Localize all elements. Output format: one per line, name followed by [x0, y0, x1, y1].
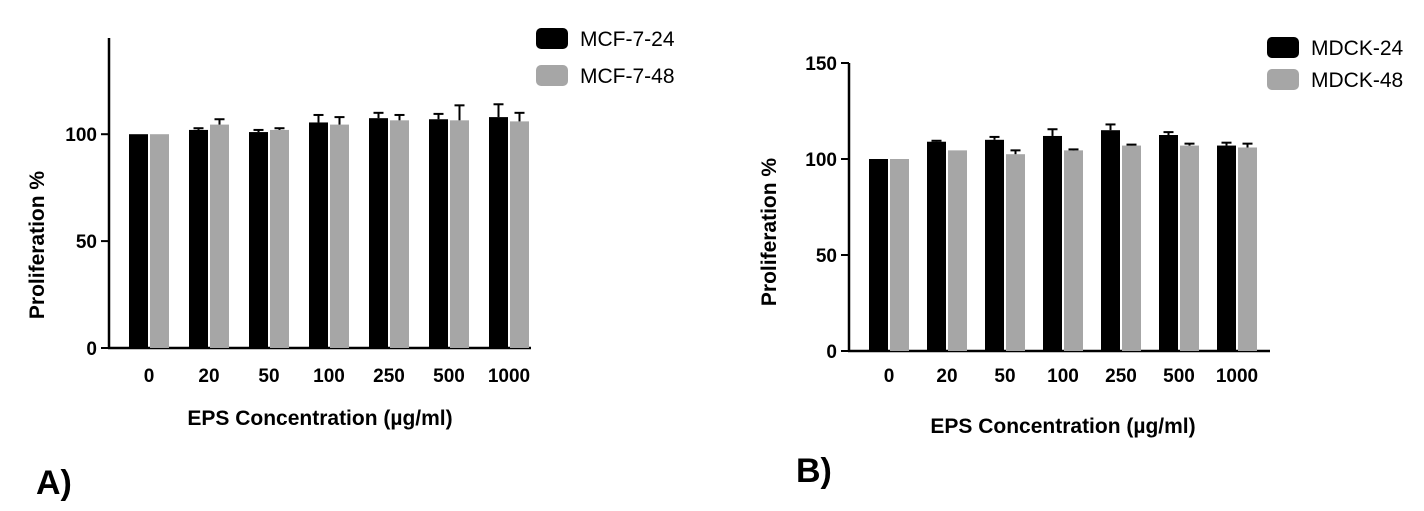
x-axis-title: EPS Concentration (µg/ml) [187, 407, 452, 430]
x-tick-label: 500 [1163, 366, 1195, 387]
y-tick-label: 0 [86, 339, 97, 360]
bar-mcf-7-24-100 [309, 122, 328, 348]
x-tick-label: 0 [884, 366, 895, 387]
bar-mdck-48-500 [1180, 145, 1199, 351]
x-tick-label: 0 [144, 366, 155, 387]
y-axis-title: Proliferation % [26, 171, 49, 320]
bar-mcf-7-48-250 [390, 120, 409, 348]
bar-mdck-24-1000 [1217, 145, 1236, 351]
x-tick-label: 50 [994, 366, 1015, 387]
legend-swatch [536, 65, 568, 86]
panel-label-a: A) [36, 464, 72, 502]
legend-swatch [1267, 37, 1299, 58]
bar-mdck-24-0 [869, 159, 888, 351]
bar-mdck-48-50 [1006, 154, 1025, 351]
y-tick-label: 100 [805, 150, 837, 171]
chart-panel-b: 0 50 100 150 0 20 50 100 250 500 1000 Proliferati… [758, 37, 1404, 490]
x-tick-label: 250 [1105, 366, 1137, 387]
bar-mdck-48-100 [1064, 150, 1083, 351]
legend-swatch [1267, 69, 1299, 90]
x-tick-label: 20 [198, 366, 219, 387]
legend-label: MDCK-48 [1311, 69, 1403, 92]
bar-mcf-7-24-50 [249, 132, 268, 348]
x-ticks: 0 20 50 100 250 500 1000 [144, 366, 530, 387]
legend: MCF-7-24 MCF-7-48 [536, 28, 675, 88]
panel-label-b: B) [796, 452, 832, 490]
x-tick-label: 100 [1047, 366, 1079, 387]
chart-panel-a: 0 50 100 0 20 50 100 250 500 1000 Proliferation … [26, 28, 675, 502]
bar-mcf-7-24-0 [129, 134, 148, 348]
bar-mcf-7-24-1000 [489, 117, 508, 348]
x-tick-label: 50 [258, 366, 279, 387]
x-tick-label: 100 [313, 366, 345, 387]
y-tick-label: 150 [805, 54, 837, 75]
bar-mcf-7-48-0 [150, 134, 169, 348]
x-tick-label: 250 [373, 366, 405, 387]
y-axis-title: Proliferation % [758, 158, 781, 307]
bar-mdck-48-20 [948, 150, 967, 351]
legend-label: MCF-7-48 [580, 65, 675, 88]
bar-mcf-7-48-500 [450, 120, 469, 348]
bar-mcf-7-24-500 [429, 119, 448, 348]
bar-mdck-24-20 [927, 141, 946, 351]
y-ticks: 0 50 100 [65, 125, 109, 360]
bar-mdck-48-250 [1122, 145, 1141, 351]
x-tick-label: 20 [936, 366, 957, 387]
y-tick-label: 50 [816, 246, 837, 267]
x-ticks: 0 20 50 100 250 500 1000 [884, 366, 1258, 387]
x-tick-label: 1000 [1216, 366, 1258, 387]
bar-mcf-7-48-20 [210, 124, 229, 348]
y-tick-label: 0 [826, 342, 837, 363]
bars [129, 103, 529, 349]
legend-swatch [536, 28, 568, 49]
y-tick-label: 100 [65, 125, 97, 146]
y-tick-label: 50 [76, 232, 97, 253]
bar-mcf-7-48-100 [330, 124, 349, 348]
bar-mcf-7-24-20 [189, 129, 208, 348]
bar-mcf-7-48-1000 [510, 121, 529, 349]
legend: MDCK-24 MDCK-48 [1267, 37, 1404, 92]
bar-mcf-7-48-50 [270, 129, 289, 348]
legend-label: MDCK-24 [1311, 37, 1404, 60]
bar-mdck-24-100 [1043, 135, 1062, 351]
y-ticks: 0 50 100 150 [805, 54, 849, 363]
legend-label: MCF-7-24 [580, 28, 675, 51]
bar-mcf-7-24-250 [369, 118, 388, 348]
x-tick-label: 1000 [488, 366, 530, 387]
bar-mdck-48-0 [890, 159, 909, 351]
bar-mdck-24-500 [1159, 135, 1178, 351]
bars [869, 123, 1257, 351]
x-tick-label: 500 [433, 366, 465, 387]
bar-mdck-24-50 [985, 139, 1004, 351]
bar-mdck-48-1000 [1238, 147, 1257, 351]
x-axis-title: EPS Concentration (µg/ml) [930, 415, 1195, 438]
bar-mdck-24-250 [1101, 130, 1120, 351]
